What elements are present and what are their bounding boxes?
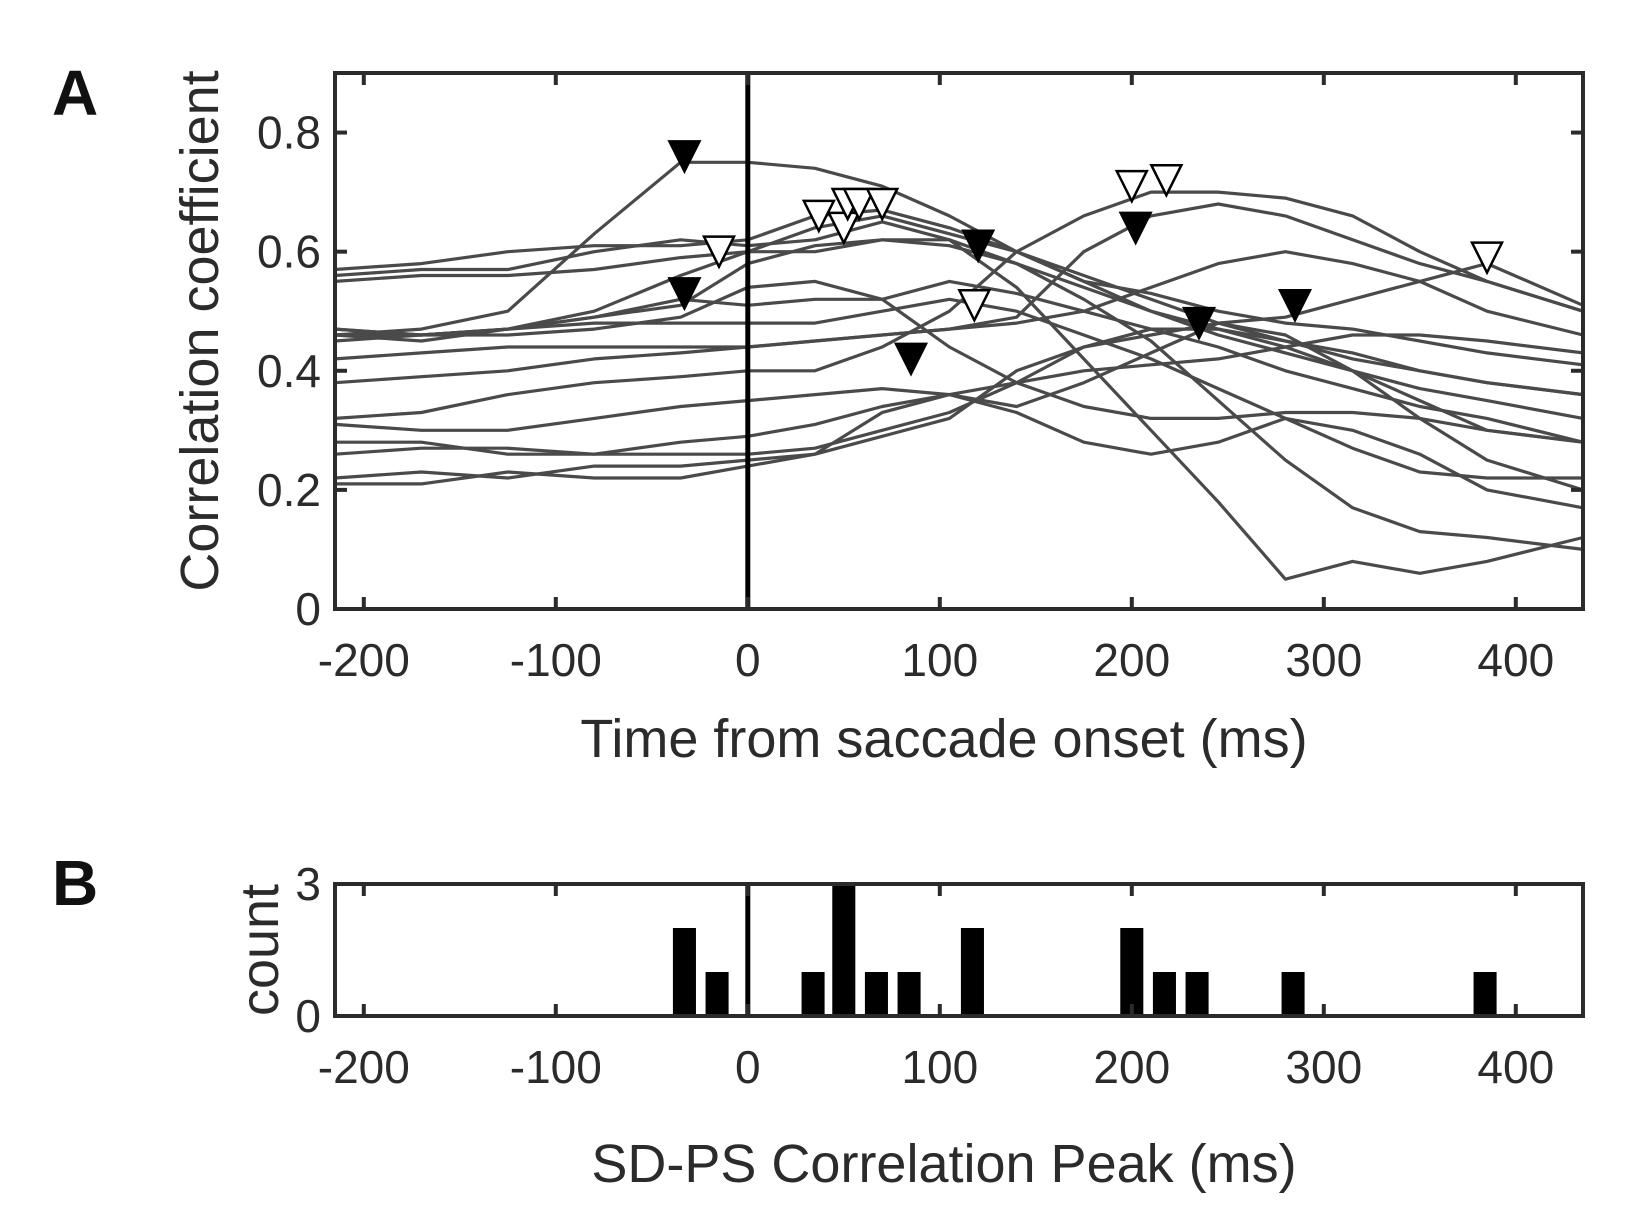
x-axis-label: SD-PS Correlation Peak (ms): [591, 1134, 1296, 1194]
open-peak-marker: [957, 289, 992, 324]
panel-a-line-chart: -200 -100 0 100 200 300 400 0 0.2 0.4 0.6 0.8 Time…: [170, 70, 1585, 769]
x-axis-label: Time from saccade onset (ms): [580, 709, 1307, 769]
histogram-bar: [1473, 972, 1497, 1016]
axis-ticks: [335, 882, 1583, 1018]
open-peak-marker: [1469, 241, 1505, 276]
filled-peak-marker: [893, 342, 929, 377]
x-tick-label: -200: [318, 634, 410, 686]
histogram-bar: [801, 972, 825, 1016]
panel-b-letter: B: [52, 847, 98, 919]
series-line-5: [334, 238, 1584, 551]
x-tick-label: 0: [735, 1041, 761, 1093]
plot-frame: [333, 71, 1585, 611]
y-tick-labels: 0 0.2 0.4 0.6 0.8: [257, 107, 321, 635]
x-tick-label: 0: [735, 634, 761, 686]
x-tick-label: 400: [1477, 634, 1554, 686]
y-tick-label: 3: [295, 858, 321, 910]
series-line-15: [334, 327, 1584, 456]
histogram-bar: [832, 884, 856, 1016]
filled-peak-marker: [1118, 211, 1153, 246]
filled-peak-marker: [1181, 306, 1217, 341]
open-peak-marker: [1149, 163, 1184, 198]
x-tick-label: 100: [901, 634, 978, 686]
histogram-bar: [1185, 972, 1209, 1016]
panel-b-histogram: -200 -100 0 100 200 300 400 03 SD-PS Correlati…: [230, 858, 1585, 1194]
x-tick-label: 300: [1285, 1041, 1362, 1093]
x-tick-labels: -200 -100 0 100 200 300 400: [318, 634, 1554, 686]
peak-markers: [667, 140, 1505, 377]
x-tick-label: 200: [1093, 1041, 1170, 1093]
histogram-bar: [864, 972, 888, 1016]
x-tick-label: 400: [1477, 1041, 1554, 1093]
y-tick-label: 0: [295, 583, 321, 635]
open-peak-marker: [842, 187, 877, 222]
x-tick-labels: -200 -100 0 100 200 300 400: [318, 1041, 1554, 1093]
series-line-16: [334, 321, 1584, 492]
series-line-9: [334, 279, 1584, 444]
plot-frame: [333, 882, 1585, 1018]
series-line-17: [335, 393, 1584, 510]
filled-peak-marker: [961, 229, 996, 264]
open-peak-marker: [865, 187, 900, 222]
x-tick-label: 300: [1285, 634, 1362, 686]
filled-peak-marker: [1277, 289, 1313, 324]
histogram-bar: [705, 972, 729, 1016]
y-axis-label: Correlation coefficient: [170, 70, 230, 591]
filled-peak-marker: [667, 140, 702, 175]
histogram-bar: [960, 928, 984, 1016]
open-peak-marker: [701, 235, 737, 270]
histogram-bars: [672, 884, 1497, 1016]
x-tick-label: 200: [1093, 634, 1170, 686]
histogram-bar: [1281, 972, 1305, 1016]
histogram-bar: [1152, 972, 1176, 1016]
x-tick-label: -100: [510, 634, 602, 686]
filled-peak-marker: [667, 277, 702, 312]
panel-a-letter: A: [52, 57, 98, 129]
y-axis-label: count: [230, 884, 290, 1016]
series-line-7: [335, 279, 1584, 444]
histogram-bar: [1120, 928, 1144, 1016]
y-tick-label: 0: [295, 990, 321, 1042]
x-tick-label: 100: [901, 1041, 978, 1093]
axis-ticks: [335, 73, 1583, 611]
histogram-bar: [672, 928, 696, 1016]
series-line-11: [334, 202, 1584, 385]
y-tick-label: 0.2: [257, 464, 321, 516]
series-lines: [334, 160, 1584, 581]
series-line-12: [334, 190, 1584, 420]
x-tick-label: -100: [510, 1041, 602, 1093]
open-peak-marker: [801, 199, 836, 234]
histogram-bar: [897, 972, 921, 1016]
series-line-13: [334, 262, 1584, 432]
y-tick-label: 0.4: [257, 345, 321, 397]
y-tick-label: 0.8: [257, 107, 321, 159]
y-tick-labels: 03: [295, 858, 321, 1042]
y-tick-label: 0.6: [257, 226, 321, 278]
series-line-10: [334, 250, 1584, 361]
open-peak-marker: [1114, 169, 1149, 204]
x-tick-label: -200: [318, 1041, 410, 1093]
